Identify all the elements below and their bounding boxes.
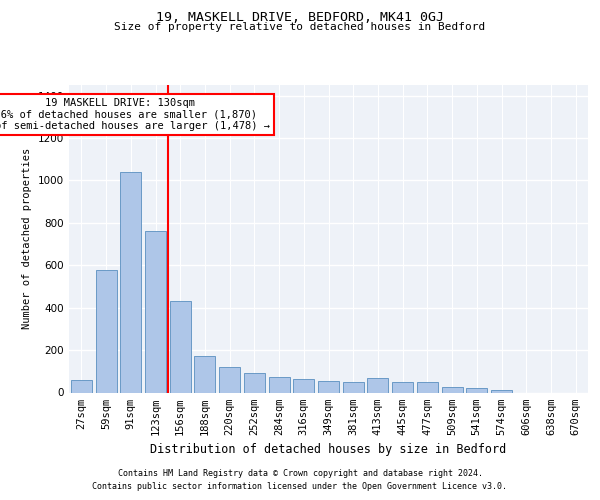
Bar bbox=[145, 232, 166, 392]
Bar bbox=[442, 387, 463, 392]
Bar bbox=[244, 374, 265, 392]
Bar bbox=[318, 381, 339, 392]
Text: Size of property relative to detached houses in Bedford: Size of property relative to detached ho… bbox=[115, 22, 485, 32]
Bar bbox=[417, 382, 438, 392]
Bar bbox=[170, 302, 191, 392]
Bar bbox=[491, 390, 512, 392]
Bar bbox=[367, 378, 388, 392]
Y-axis label: Number of detached properties: Number of detached properties bbox=[22, 148, 32, 330]
Bar bbox=[343, 382, 364, 392]
Bar bbox=[219, 367, 240, 392]
Bar bbox=[392, 382, 413, 392]
Bar bbox=[194, 356, 215, 392]
Bar bbox=[269, 376, 290, 392]
Text: Contains HM Land Registry data © Crown copyright and database right 2024.: Contains HM Land Registry data © Crown c… bbox=[118, 469, 482, 478]
Text: Contains public sector information licensed under the Open Government Licence v3: Contains public sector information licen… bbox=[92, 482, 508, 491]
Text: 19, MASKELL DRIVE, BEDFORD, MK41 0GJ: 19, MASKELL DRIVE, BEDFORD, MK41 0GJ bbox=[156, 11, 444, 24]
Bar bbox=[71, 380, 92, 392]
X-axis label: Distribution of detached houses by size in Bedford: Distribution of detached houses by size … bbox=[151, 443, 506, 456]
Bar bbox=[466, 388, 487, 392]
Bar bbox=[95, 270, 116, 392]
Text: 19 MASKELL DRIVE: 130sqm
← 56% of detached houses are smaller (1,870)
44% of sem: 19 MASKELL DRIVE: 130sqm ← 56% of detach… bbox=[0, 98, 269, 131]
Bar bbox=[293, 378, 314, 392]
Bar bbox=[120, 172, 141, 392]
